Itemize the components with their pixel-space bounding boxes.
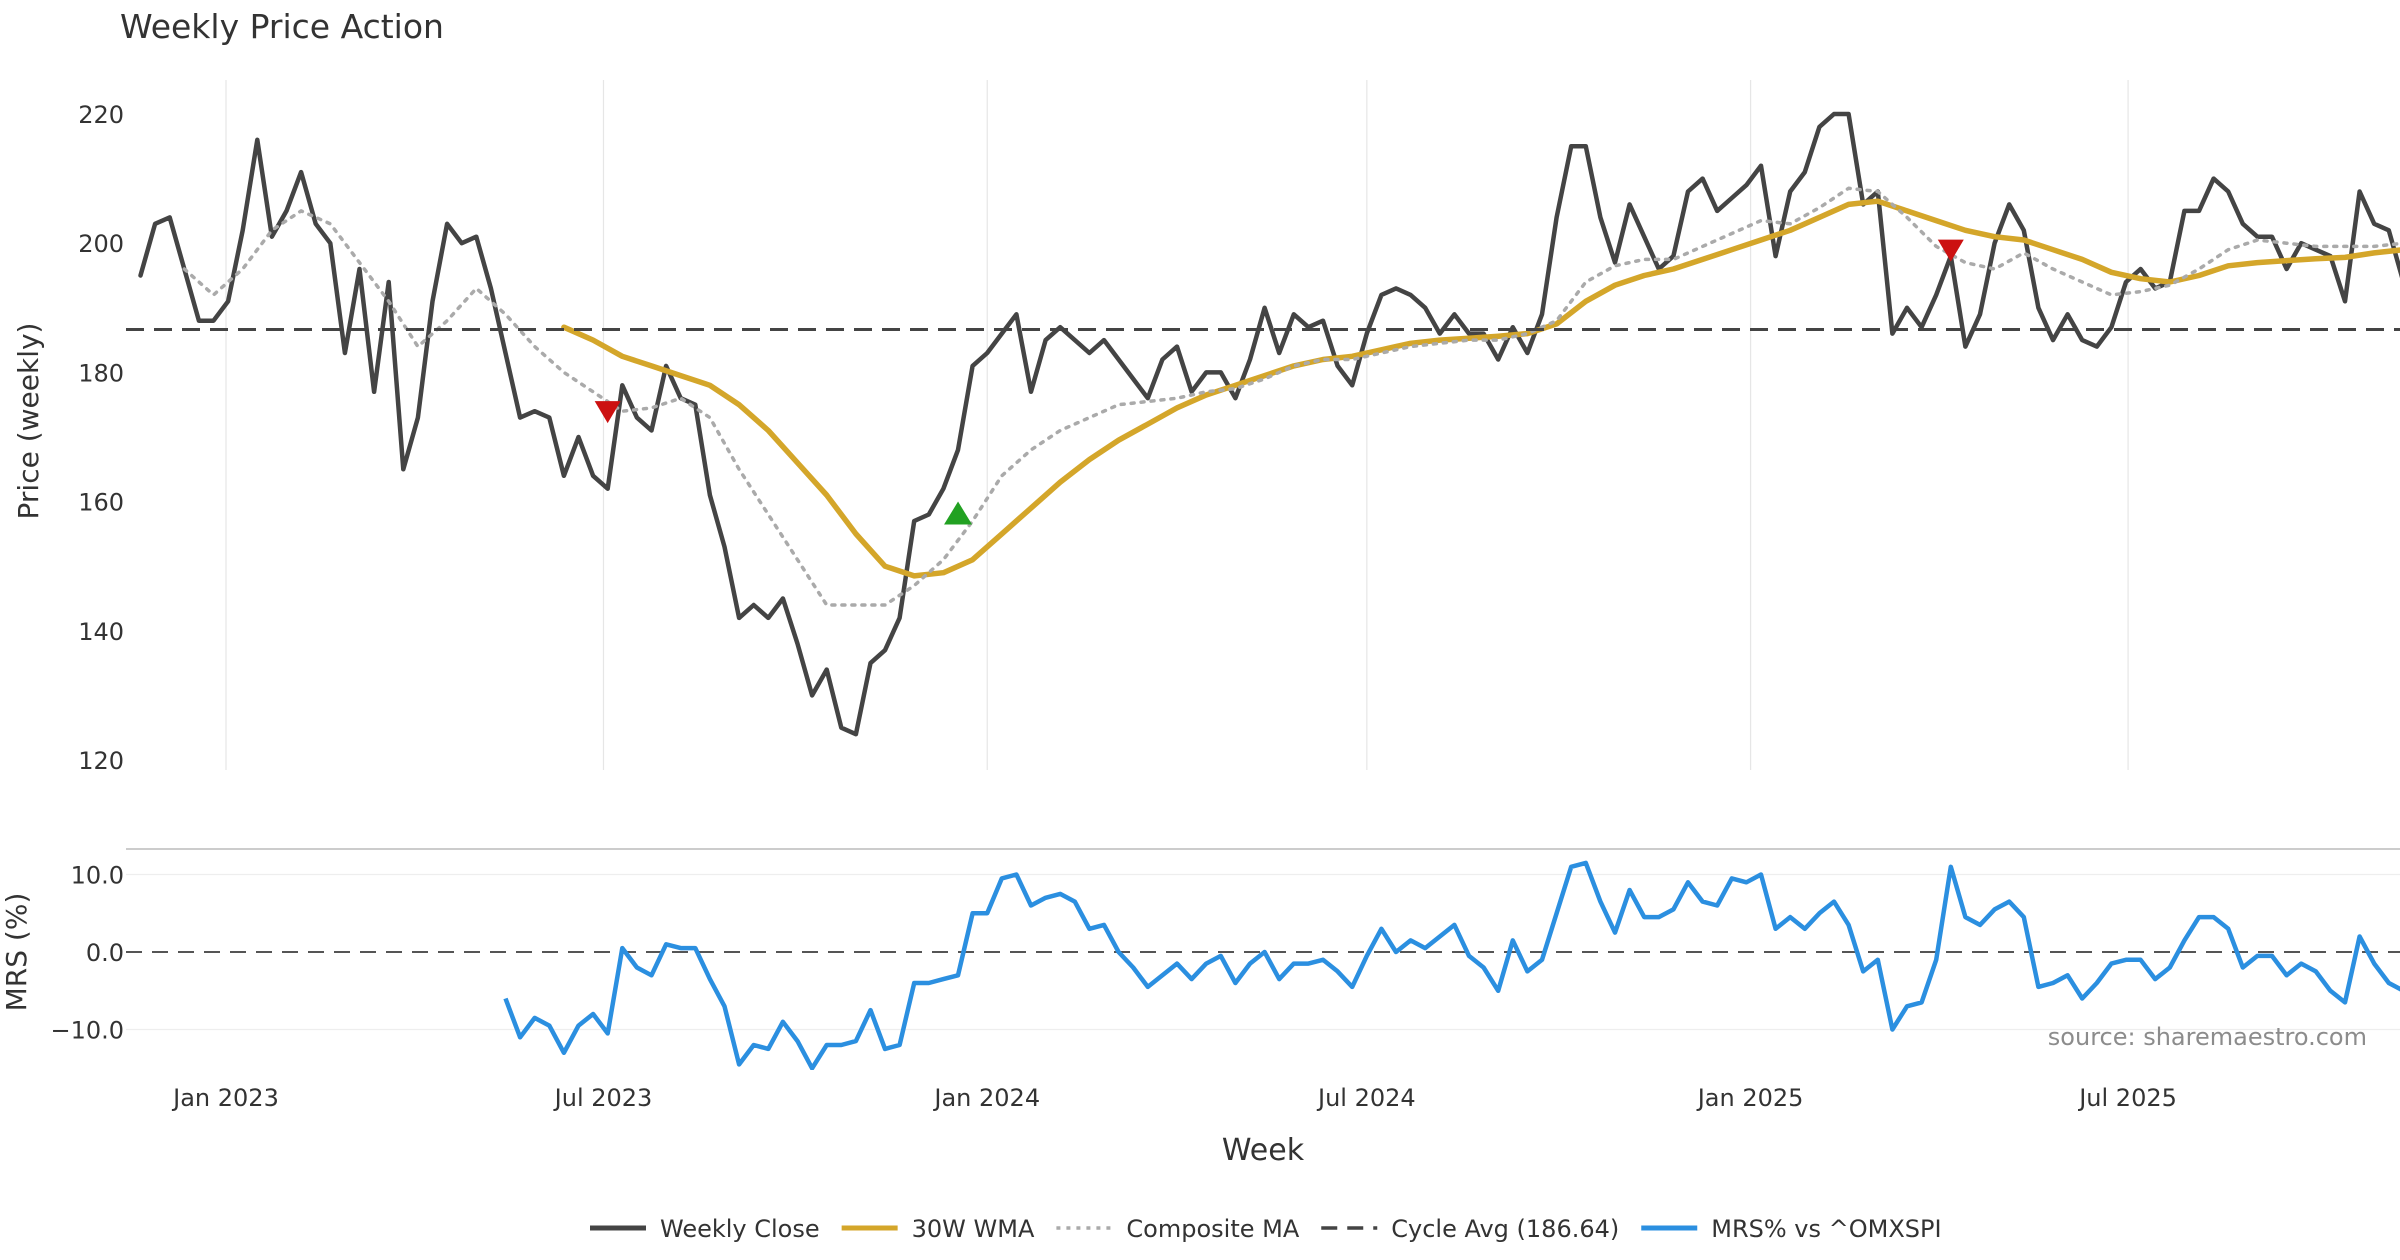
mrs-y-tick-label: −10.0	[50, 1017, 124, 1045]
legend-label: Weekly Close	[660, 1215, 820, 1243]
price-y-tick-label: 160	[78, 489, 124, 517]
legend-label: 30W WMA	[912, 1215, 1035, 1243]
composite-ma-line	[182, 186, 2400, 607]
price-y-tick-label: 140	[78, 618, 124, 646]
mrs-y-tick-label: 10.0	[71, 862, 124, 890]
x-tick-label: Jul 2023	[553, 1084, 653, 1112]
buy-signal-marker	[944, 501, 973, 525]
x-axis-label: Week	[1222, 1133, 1305, 1168]
mrs-series-layer	[126, 860, 2400, 1070]
x-tick-label: Jan 2024	[932, 1084, 1040, 1112]
legend-label: Cycle Avg (186.64)	[1391, 1215, 1619, 1243]
price-y-tick-label: 180	[78, 359, 124, 387]
legend-label: Composite MA	[1126, 1215, 1299, 1243]
sell-signal-marker	[1937, 239, 1964, 262]
axis-labels-layer: Jan 2023 Jul 2023 Jan 2024 Jul 2024 Jan 2025…	[50, 101, 2176, 1112]
x-tick-label: Jan 2023	[171, 1084, 279, 1112]
wma-30w-line	[561, 198, 2400, 579]
mrs-line	[503, 860, 2400, 1070]
legend: Weekly Close 30W WMA Composite MA Cycle Avg…	[590, 1215, 1942, 1243]
sell-signal-marker	[594, 401, 621, 424]
price-y-tick-label: 200	[78, 230, 124, 258]
mrs-y-tick-label: 0.0	[86, 939, 124, 967]
x-tick-label: Jul 2024	[1316, 1084, 1416, 1112]
chart-title: Weekly Price Action	[120, 7, 444, 46]
price-y-tick-label: 220	[78, 101, 124, 129]
price-grid	[225, 80, 2129, 770]
x-tick-label: Jul 2025	[2077, 1084, 2177, 1112]
price-y-tick-label: 120	[78, 747, 124, 775]
x-tick-label: Jan 2025	[1696, 1084, 1804, 1112]
price-series-layer	[126, 111, 2400, 737]
mrs-grid	[126, 848, 2400, 1031]
source-watermark: source: sharemaestro.com	[2048, 1023, 2367, 1051]
mrs-y-axis-label: MRS (%)	[0, 893, 33, 1012]
weekly-close-line	[138, 111, 2400, 737]
price-y-axis-label: Price (weekly)	[12, 323, 45, 520]
legend-label: MRS% vs ^OMXSPI	[1711, 1215, 1941, 1243]
